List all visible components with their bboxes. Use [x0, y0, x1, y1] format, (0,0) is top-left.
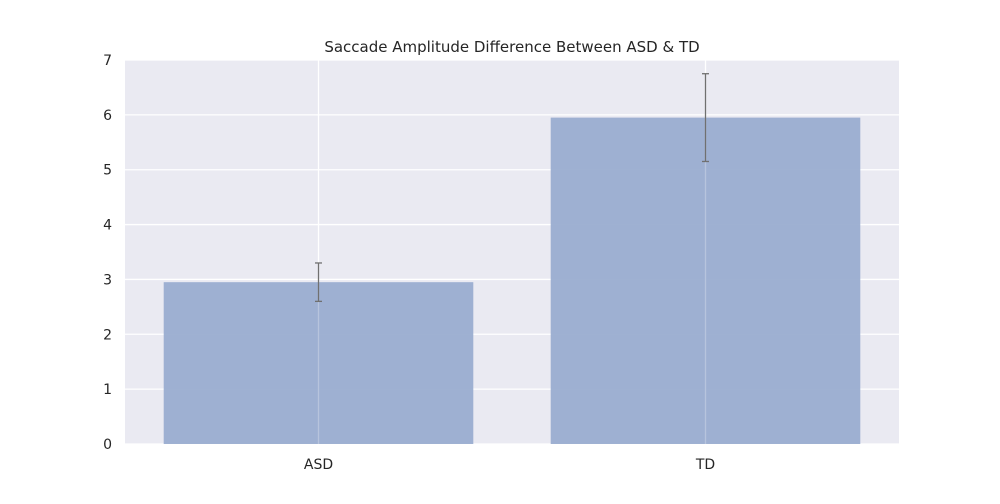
x-tick-label: TD — [695, 457, 715, 473]
x-axis-ticks: ASD TD — [304, 457, 715, 473]
bars — [163, 117, 861, 444]
y-tick-label: 5 — [103, 163, 112, 179]
chart-title: Saccade Amplitude Difference Between ASD… — [324, 38, 699, 56]
bar-asd — [163, 282, 474, 444]
error-bars — [315, 73, 709, 303]
y-tick-label: 6 — [103, 108, 112, 124]
y-tick-label: 7 — [103, 53, 112, 69]
x-tick-label: ASD — [304, 457, 333, 473]
y-tick-label: 1 — [103, 382, 112, 398]
bar-td — [550, 117, 861, 444]
y-axis-ticks: 0 1 2 3 4 5 6 7 — [103, 53, 112, 453]
y-tick-label: 2 — [103, 327, 112, 343]
y-tick-label: 0 — [103, 437, 112, 453]
y-tick-label: 3 — [103, 272, 112, 288]
y-tick-label: 4 — [103, 218, 112, 234]
